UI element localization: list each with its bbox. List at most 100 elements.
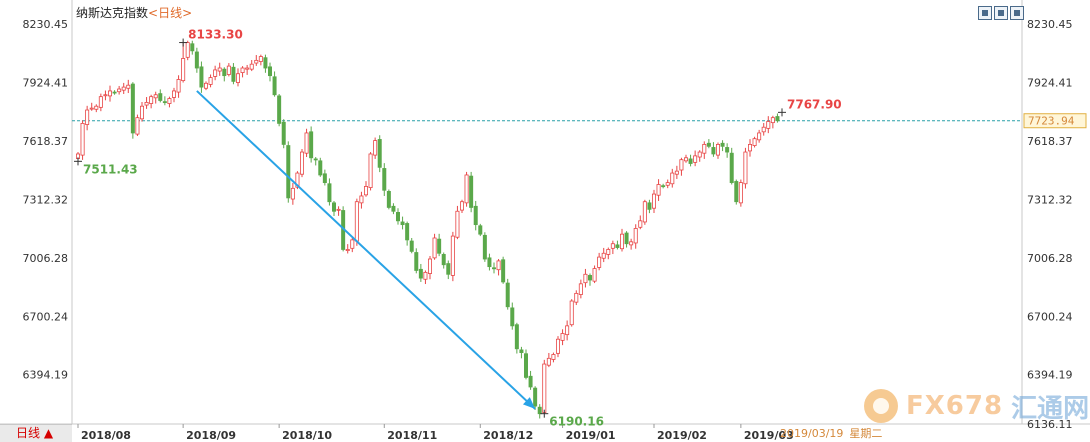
candle-body	[702, 144, 707, 154]
candle-body	[203, 82, 208, 89]
candle-body	[556, 338, 561, 354]
candle-body	[181, 58, 186, 82]
candle-body	[533, 387, 538, 407]
candle-body	[748, 144, 753, 152]
watermark-logo-icon	[864, 389, 898, 423]
candle-body	[592, 268, 597, 282]
period-tab[interactable]: 日线 ▲	[0, 424, 72, 442]
candle-body	[144, 101, 149, 106]
watermark: FX678 汇通网	[864, 386, 1089, 426]
candle-body	[194, 51, 199, 69]
status-weekday: 星期二	[849, 427, 883, 440]
candle-body	[245, 67, 250, 70]
candle-body	[551, 354, 556, 360]
candle-body	[716, 144, 721, 156]
candle-body	[624, 232, 629, 245]
candle-body	[578, 283, 583, 295]
candle-body	[85, 109, 90, 125]
candle-body	[405, 223, 410, 241]
candle-body	[277, 95, 282, 124]
candle-body	[697, 151, 702, 158]
candle-body	[446, 263, 451, 275]
candle-body	[638, 220, 643, 228]
candle-body	[149, 96, 154, 104]
candle-body	[766, 121, 771, 129]
candle-body	[263, 57, 268, 69]
candle-body	[588, 275, 593, 281]
candle-body	[272, 76, 277, 96]
current-price-tag	[1023, 113, 1087, 129]
candle-body	[423, 271, 428, 280]
close-panel-icon[interactable]	[1010, 6, 1024, 20]
x-tick-label: 2018/10	[282, 429, 332, 442]
candle-body	[597, 256, 602, 268]
candle-body	[94, 105, 99, 110]
y-tick-label-right: 7618.37	[1027, 135, 1073, 148]
candle-body	[473, 205, 478, 226]
candle-body	[418, 268, 423, 279]
window-controls[interactable]	[978, 6, 1024, 22]
candle-body	[103, 94, 108, 97]
candle-body	[743, 151, 748, 185]
candle-body	[761, 126, 766, 133]
candle-body	[569, 300, 574, 326]
watermark-site: 汇通网	[1011, 393, 1090, 424]
candle-body	[249, 63, 254, 70]
candle-body	[642, 201, 647, 223]
chart-title: 纳斯达克指数<日线>	[76, 4, 192, 21]
restore-icon[interactable]	[978, 6, 992, 20]
candles	[76, 40, 780, 419]
candle-body	[267, 66, 272, 77]
candle-body	[80, 123, 85, 156]
candle-body	[665, 182, 670, 186]
y-tick-label-left: 6394.19	[23, 369, 69, 382]
candle-body	[400, 221, 405, 226]
candle-body	[629, 241, 634, 246]
candle-body	[391, 205, 396, 212]
candle-body	[565, 325, 570, 336]
y-tick-label-right: 7006.28	[1027, 252, 1073, 265]
candle-body	[720, 142, 725, 147]
candle-body	[775, 116, 780, 122]
candle-body	[427, 258, 432, 274]
candle-body	[688, 158, 693, 164]
candle-body	[377, 139, 382, 168]
maximize-icon[interactable]	[994, 6, 1008, 20]
candle-body	[331, 202, 336, 212]
status-date: 2019/03/19	[780, 427, 844, 440]
candle-body	[524, 353, 529, 378]
y-tick-label-right: 6700.24	[1027, 310, 1073, 323]
y-tick-label-right: 6394.19	[1027, 369, 1073, 382]
candle-body	[615, 244, 620, 248]
candle-body	[752, 138, 757, 146]
candle-body	[359, 195, 364, 204]
candle-body	[478, 225, 483, 235]
candle-body	[313, 158, 318, 161]
y-tick-label-right: 7312.32	[1027, 193, 1073, 206]
candle-body	[89, 107, 94, 110]
candle-body	[190, 43, 195, 52]
extreme-value-label: 7511.43	[83, 162, 138, 176]
candle-body	[409, 240, 414, 252]
candle-body	[231, 66, 236, 82]
x-tick-label: 2018/09	[186, 429, 236, 442]
candle-body	[213, 69, 218, 77]
candle-body	[318, 160, 323, 176]
candle-body	[322, 173, 327, 184]
period-label: <日线>	[148, 6, 193, 20]
candle-body	[373, 140, 378, 156]
candle-body	[395, 212, 400, 222]
candle-body	[258, 56, 263, 62]
candle-body	[126, 84, 131, 89]
candle-body	[482, 234, 487, 260]
candle-body	[121, 86, 126, 91]
candle-body	[729, 152, 734, 184]
y-tick-label-left: 7312.32	[23, 193, 69, 206]
candle-body	[171, 90, 176, 98]
x-tick-label: 2019/02	[657, 429, 707, 442]
candle-body	[620, 233, 625, 250]
candle-body	[309, 131, 314, 159]
candle-body	[112, 91, 117, 94]
candle-body	[98, 96, 103, 108]
